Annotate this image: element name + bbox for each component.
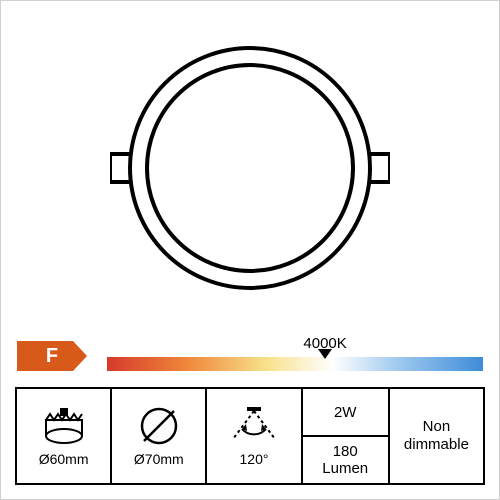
spec-table: Ø60mm Ø70mm 12 [15, 387, 485, 485]
beam-angle-value: 120° [240, 451, 269, 467]
cutout-cell: Ø60mm [15, 389, 112, 485]
color-temp-gradient-bar [107, 357, 483, 371]
energy-class-badge: F [17, 341, 87, 371]
cutout-value: Ø60mm [39, 451, 89, 467]
beam-angle-cell: 120° [207, 389, 302, 485]
dimmable-line2: dimmable [404, 436, 469, 454]
product-diagram [1, 1, 499, 335]
color-temperature-scale: 4000K [107, 335, 483, 371]
dimmable-cell: Non dimmable [390, 389, 485, 485]
lumen-unit: Lumen [322, 460, 368, 477]
beam-icon [227, 405, 281, 447]
holesaw-icon [41, 405, 87, 447]
kelvin-row: F 4000K [1, 335, 499, 379]
diameter-cell: Ø70mm [112, 389, 207, 485]
product-spec-card: F 4000K [0, 0, 500, 500]
wattage-value: 2W [303, 389, 388, 437]
power-lumen-cell: 2W 180 Lumen [303, 389, 390, 485]
lumen-value: 180 [333, 443, 358, 460]
downlight-outline-icon [110, 38, 390, 298]
dimmable-line1: Non [423, 418, 451, 436]
diameter-icon [138, 405, 180, 447]
pointer-down-icon [318, 349, 332, 359]
diameter-value: Ø70mm [134, 451, 184, 467]
energy-class-label: F [46, 345, 58, 368]
